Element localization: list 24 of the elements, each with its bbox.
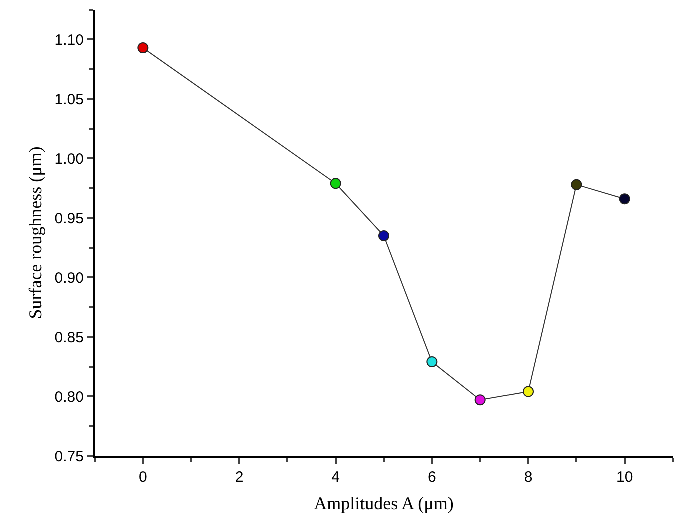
- x-axis-title: Amplitudes A (μm): [314, 494, 454, 514]
- x-tick-label: 0: [139, 469, 148, 486]
- point: [474, 394, 486, 406]
- y-tick-label: 0.85: [54, 329, 84, 346]
- y-tick-label: 1.00: [54, 150, 84, 168]
- y-tick-label: 0.75: [54, 448, 84, 466]
- x-tick-label: 10: [616, 469, 634, 486]
- y-tick-label: 0.90: [54, 270, 84, 287]
- y-axis-title: Surface roughness (μm): [25, 146, 46, 320]
- x-tick-label: 2: [235, 469, 244, 486]
- point: [378, 230, 390, 242]
- y-tick-label: 1.10: [54, 32, 84, 49]
- y-tick-label: 1.05: [54, 91, 84, 108]
- point: [330, 178, 342, 190]
- point: [619, 194, 630, 205]
- point: [138, 42, 149, 54]
- x-tick-label: 6: [428, 469, 436, 486]
- point: [523, 386, 534, 398]
- x-tick-label: 4: [332, 469, 340, 486]
- point: [426, 356, 438, 368]
- x-tick-label: 8: [524, 469, 533, 486]
- point: [571, 179, 582, 190]
- y-tick-label: 0.80: [54, 388, 84, 406]
- y-tick-label: 0.95: [54, 210, 84, 228]
